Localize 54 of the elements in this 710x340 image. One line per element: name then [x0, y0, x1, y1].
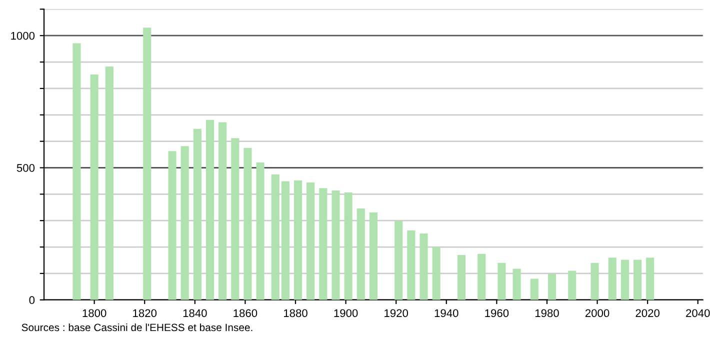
- bar: [432, 247, 440, 300]
- bar: [530, 278, 538, 300]
- x-tick-label: 2020: [636, 309, 660, 318]
- x-tick-label: 1980: [535, 309, 559, 318]
- x-tick-label: 1960: [485, 309, 509, 318]
- x-tick-label: 1820: [133, 309, 157, 318]
- bar: [420, 234, 428, 300]
- bar: [332, 190, 340, 300]
- x-tick-label: 2040: [686, 309, 710, 318]
- bar: [180, 146, 189, 300]
- x-tick-label: 1840: [183, 309, 207, 318]
- bar: [394, 220, 403, 300]
- x-tick-label: 1800: [82, 309, 106, 318]
- x-tick-label: 1900: [334, 309, 358, 318]
- bar: [369, 212, 378, 300]
- y-tick-label: 1000: [11, 32, 35, 40]
- bar: [105, 66, 114, 300]
- bar: [143, 28, 152, 300]
- bar: [498, 262, 506, 300]
- bar: [294, 180, 302, 300]
- bar: [356, 208, 365, 300]
- bar: [548, 274, 556, 300]
- bar: [281, 181, 290, 300]
- x-tick-label: 1880: [284, 309, 308, 318]
- bar: [319, 188, 328, 300]
- bar: [633, 260, 642, 300]
- bar: [168, 151, 176, 300]
- bar: [407, 230, 416, 300]
- x-tick-label: 1940: [434, 309, 458, 318]
- bar: [193, 128, 202, 300]
- y-tick-label: 500: [16, 164, 35, 172]
- bar: [608, 258, 616, 300]
- x-tick-label: 1860: [234, 309, 258, 318]
- bar: [271, 174, 280, 300]
- x-tick-label: 2000: [585, 309, 610, 318]
- bar: [244, 148, 252, 300]
- bar: [306, 182, 315, 300]
- bar: [620, 260, 629, 300]
- bar: [90, 74, 98, 300]
- bar: [646, 258, 654, 300]
- bar: [256, 162, 264, 300]
- source-note: Sources : base Cassini de l'EHESS et base Insee.: [22, 323, 252, 332]
- bar: [72, 43, 81, 300]
- x-tick-label: 1920: [384, 309, 408, 318]
- bar: [231, 138, 240, 300]
- y-tick-label: 0: [29, 296, 35, 304]
- bar: [344, 192, 352, 300]
- bar: [590, 262, 599, 300]
- bar: [568, 270, 576, 300]
- bar: [512, 268, 521, 300]
- bar: [206, 120, 214, 300]
- bar: [457, 254, 466, 300]
- bar: [218, 122, 227, 300]
- bar: [478, 254, 486, 300]
